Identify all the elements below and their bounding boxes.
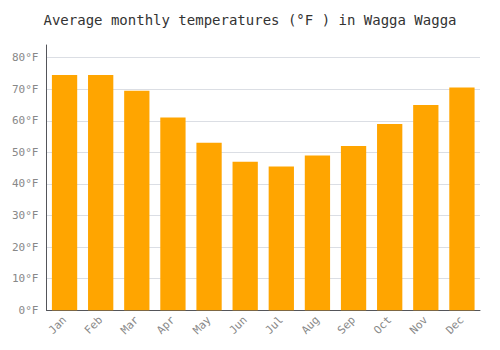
svg-text:Aug: Aug bbox=[299, 314, 322, 337]
svg-text:80°F: 80°F bbox=[12, 51, 39, 64]
svg-text:70°F: 70°F bbox=[12, 83, 39, 96]
svg-text:10°F: 10°F bbox=[12, 272, 39, 285]
svg-text:Average monthly temperatures (: Average monthly temperatures (°F ) in Wa… bbox=[43, 12, 456, 28]
svg-text:Dec: Dec bbox=[443, 314, 466, 337]
svg-text:40°F: 40°F bbox=[12, 177, 39, 190]
svg-text:Jul: Jul bbox=[263, 314, 286, 337]
svg-text:Mar: Mar bbox=[118, 313, 141, 336]
svg-text:Sep: Sep bbox=[335, 314, 358, 337]
svg-text:Jan: Jan bbox=[46, 314, 69, 337]
svg-text:Jun: Jun bbox=[227, 314, 250, 337]
svg-text:Nov: Nov bbox=[407, 313, 430, 336]
svg-text:20°F: 20°F bbox=[12, 241, 39, 254]
svg-text:0°F: 0°F bbox=[19, 304, 39, 317]
svg-text:Oct: Oct bbox=[371, 314, 394, 337]
svg-text:60°F: 60°F bbox=[12, 114, 39, 127]
svg-text:Feb: Feb bbox=[82, 314, 105, 337]
svg-text:50°F: 50°F bbox=[12, 146, 39, 159]
svg-text:Apr: Apr bbox=[154, 313, 177, 336]
svg-text:30°F: 30°F bbox=[12, 209, 39, 222]
svg-text:May: May bbox=[190, 313, 213, 336]
